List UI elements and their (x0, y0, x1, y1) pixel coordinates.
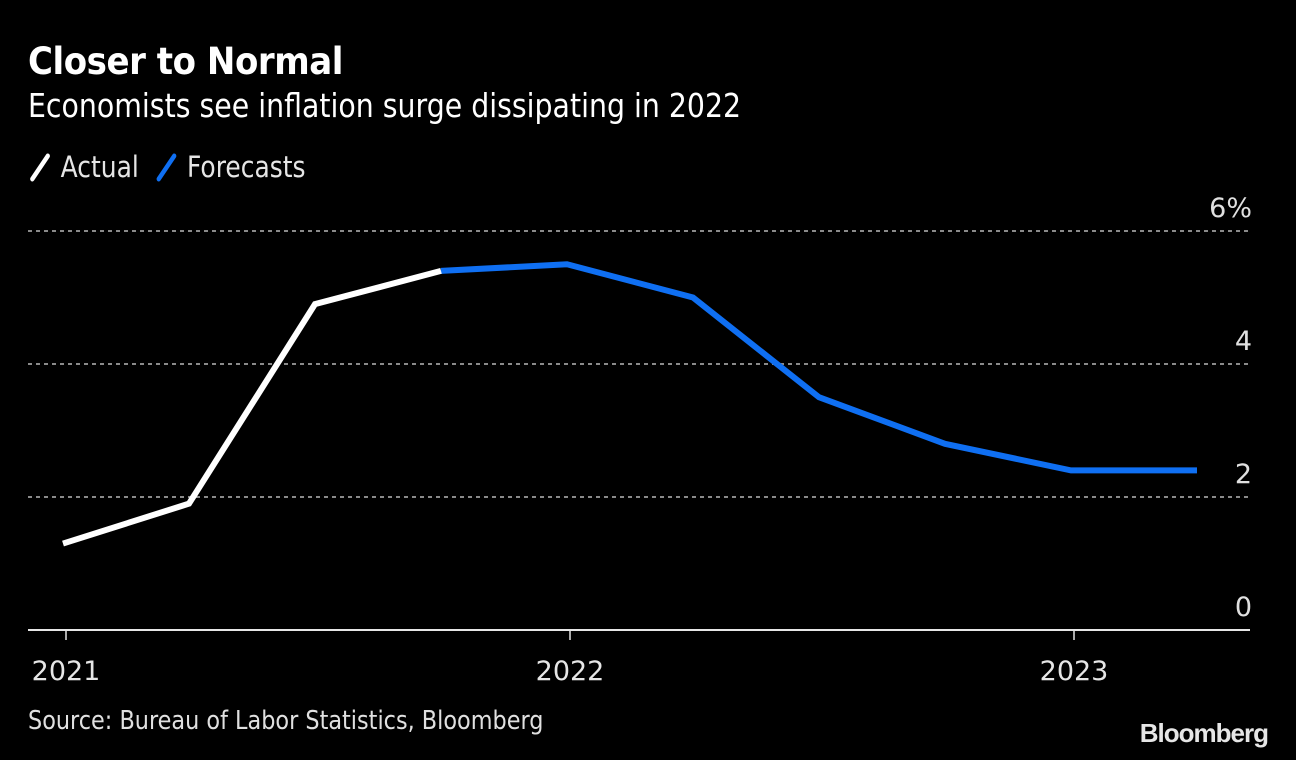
series-line-forecasts (440, 261, 1197, 474)
legend-label-actual: Actual (60, 150, 139, 184)
legend-item-actual: Actual (28, 150, 139, 184)
legend: Actual Forecasts (28, 150, 321, 184)
series-line-actual (62, 267, 442, 547)
y-tick-label: 6% (1209, 193, 1252, 224)
bloomberg-logo: Bloomberg (1139, 718, 1269, 748)
legend-item-forecasts: Forecasts (154, 150, 306, 184)
x-tick-label: 2022 (536, 656, 605, 687)
legend-swatch-actual (30, 153, 50, 182)
source-note: Source: Bureau of Labor Statistics, Bloo… (28, 706, 544, 736)
chart-subtitle: Economists see inflation surge dissipati… (28, 86, 742, 125)
x-tick-label: 2023 (1040, 656, 1109, 687)
y-tick-label: 0 (1235, 592, 1252, 623)
legend-label-forecasts: Forecasts (186, 150, 306, 184)
y-tick-label: 4 (1235, 326, 1252, 357)
chart-title: Closer to Normal (28, 40, 343, 83)
y-tick-label: 2 (1235, 459, 1252, 490)
x-tick-label: 2021 (32, 656, 101, 687)
legend-swatch-forecasts (156, 153, 177, 182)
